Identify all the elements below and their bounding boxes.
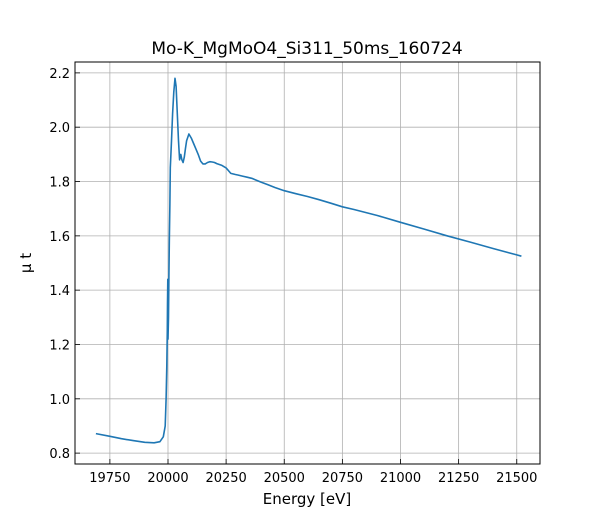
- plot-frame: [74, 61, 541, 465]
- ticks: 19750 20000 20250 20500 20750 21000 21250 21500…: [49, 67, 537, 486]
- y-tick-label: 0.8: [49, 447, 70, 462]
- chart-title: Mo-K_MgMoO4_Si311_50ms_160724: [151, 39, 462, 59]
- x-axis-title: Energy [eV]: [263, 490, 351, 508]
- y-tick-label: 1.4: [49, 284, 70, 299]
- series-line: [95, 77, 522, 444]
- grid: [75, 62, 540, 464]
- y-tick-label: 2.0: [49, 121, 70, 136]
- x-tick-label: 21500: [496, 471, 537, 486]
- y-tick-label: 1.8: [49, 176, 70, 191]
- y-tick-label: 1.0: [49, 393, 70, 408]
- x-tick-label: 21000: [380, 471, 421, 486]
- x-tick-label: 20500: [264, 471, 305, 486]
- x-tick-label: 19750: [89, 471, 130, 486]
- y-tick-label: 1.6: [49, 230, 70, 245]
- x-tick-label: 21250: [438, 471, 479, 486]
- x-tick-label: 20750: [322, 471, 363, 486]
- x-tick-label: 20250: [205, 471, 246, 486]
- x-tick-label: 20000: [147, 471, 188, 486]
- series-layer: [95, 77, 522, 444]
- y-axis-title: μ t: [17, 253, 35, 273]
- y-tick-label: 1.2: [49, 338, 70, 353]
- y-tick-label: 2.2: [49, 67, 70, 82]
